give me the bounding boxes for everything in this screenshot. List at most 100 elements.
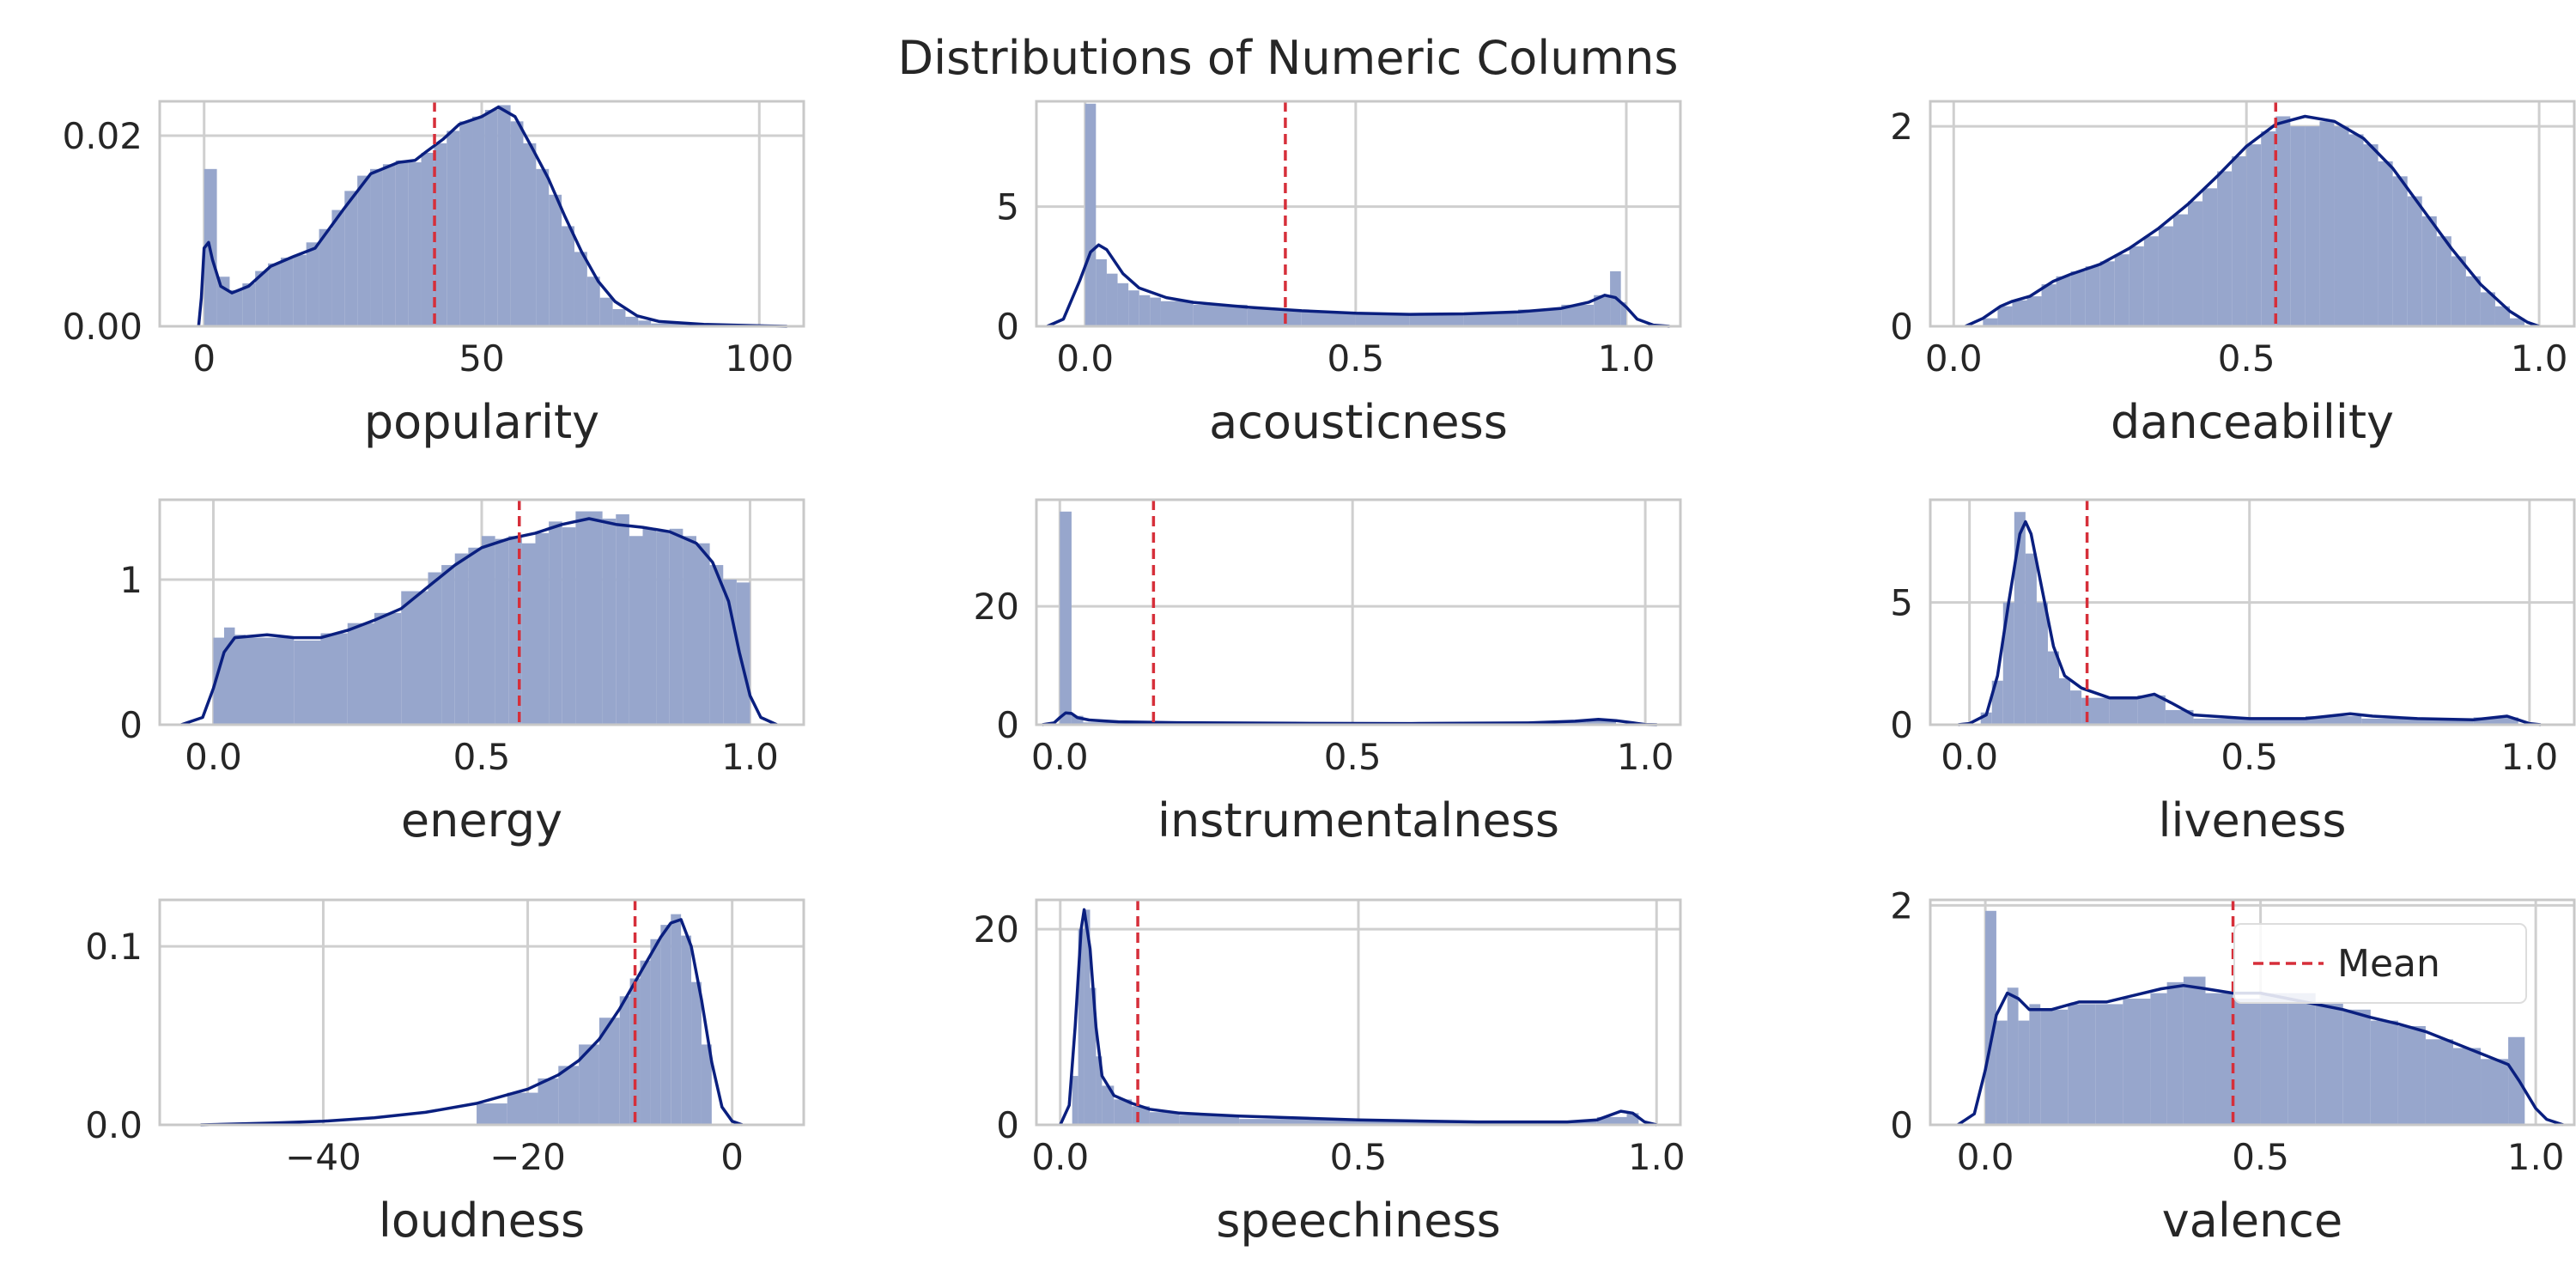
histogram-bar — [521, 543, 536, 725]
panel-acousticness: 0.0 0.5 1.0 0 5 acousticness — [996, 100, 1682, 449]
histogram-bar — [1463, 313, 1518, 326]
histogram-bar — [401, 591, 428, 725]
histogram-bar — [1358, 1121, 1538, 1125]
histogram-bar — [523, 143, 537, 326]
histogram-bar — [2143, 236, 2159, 326]
histogram-bar — [2370, 1020, 2398, 1125]
kde-line — [1965, 114, 2540, 328]
histogram-bar — [468, 547, 482, 725]
x-tick-label: 1.0 — [2507, 1136, 2565, 1178]
histogram-bar — [1409, 314, 1464, 326]
y-tick-label: 20 — [974, 586, 1019, 628]
x-tick-label: −40 — [285, 1136, 361, 1178]
histogram-bar — [1084, 103, 1097, 326]
histogram-bar — [2436, 236, 2451, 326]
histogram-bar — [2099, 261, 2115, 326]
histogram-bar — [1239, 1119, 1358, 1125]
panel-liveness: 0.0 0.5 1.0 0 5 liveness — [1890, 498, 2576, 848]
histogram-bar — [472, 116, 485, 326]
histogram-bar — [2012, 300, 2027, 326]
kde-line — [1957, 983, 2564, 1127]
histogram-bar — [497, 105, 511, 327]
x-tick-label: 0.5 — [453, 736, 511, 778]
histogram-bar — [224, 627, 235, 725]
histogram-bar — [709, 565, 724, 725]
histogram-bar — [535, 532, 550, 725]
histogram-bar — [2261, 131, 2276, 326]
histogram-bar — [408, 162, 422, 326]
histogram-bar — [691, 981, 702, 1125]
histogram-bar — [1996, 1020, 2008, 1125]
histogram-bar — [723, 579, 737, 725]
y-tick-label: 0.00 — [62, 306, 143, 348]
histogram-bar — [598, 1018, 620, 1125]
histogram-bar — [2233, 999, 2261, 1125]
histogram-bar — [656, 532, 670, 725]
figure-title: Distributions of Numeric Columns — [898, 31, 1679, 85]
histogram-bar — [2452, 1048, 2482, 1125]
histogram-bar — [2315, 1001, 2343, 1125]
histogram-bar — [2305, 126, 2320, 326]
histogram-bar — [2451, 256, 2466, 326]
histogram-bar — [2166, 981, 2184, 1125]
y-tick-label: 0 — [1890, 306, 1913, 348]
histogram-bar — [2018, 1020, 2030, 1125]
x-axis-label: energy — [401, 793, 562, 848]
histogram-bar — [1150, 297, 1161, 326]
histogram-bar — [1128, 290, 1139, 326]
axes-frame — [1035, 498, 1682, 726]
histogram-bar — [382, 164, 396, 326]
histogram-bar — [1072, 1076, 1078, 1125]
histogram-bar — [1106, 273, 1118, 326]
histogram-bar — [2246, 144, 2262, 326]
histogram-bar — [1594, 295, 1611, 326]
histogram-bar — [1586, 720, 1616, 725]
y-tick-label: 0 — [1890, 704, 1913, 746]
histogram-bar — [294, 640, 321, 725]
kde-line — [1958, 519, 2542, 726]
histogram-bar — [428, 572, 442, 725]
histogram-bar — [2114, 254, 2129, 326]
histogram-bar — [681, 935, 692, 1125]
x-tick-label: 50 — [459, 337, 504, 380]
y-tick-label: 0.1 — [85, 926, 143, 968]
histogram-bar — [2378, 161, 2393, 326]
x-tick-label: 0.5 — [2221, 736, 2278, 778]
x-tick-label: 0.5 — [1330, 1136, 1388, 1178]
histogram-bar — [549, 521, 562, 725]
histogram-bar — [2305, 716, 2362, 725]
histogram-bar — [625, 316, 639, 326]
histogram-bar — [2059, 677, 2071, 725]
histogram-bar — [669, 528, 683, 725]
x-tick-label: 1.0 — [2500, 736, 2558, 778]
histogram-bar — [2193, 718, 2306, 725]
histogram-bar — [586, 276, 600, 326]
x-tick-label: 1.0 — [721, 736, 779, 778]
x-axis-label: acousticness — [1209, 395, 1508, 449]
histogram-bar — [1517, 309, 1562, 326]
histogram-bar — [1078, 929, 1084, 1125]
histogram-bar — [1991, 680, 2003, 725]
histogram-bar — [579, 1044, 599, 1125]
histogram-bar — [374, 612, 402, 725]
legend: Mean — [2233, 923, 2527, 1004]
histogram-bar — [255, 270, 269, 326]
axes-frame — [1035, 898, 1682, 1127]
y-tick-label: 0.02 — [62, 115, 143, 157]
histogram-bar — [2095, 1004, 2123, 1125]
y-tick-label: 0 — [119, 704, 143, 746]
x-tick-label: 0 — [720, 1136, 744, 1178]
legend-mean-label: Mean — [2337, 942, 2440, 986]
histogram-bar — [357, 175, 371, 326]
histogram-bar — [2007, 987, 2019, 1125]
histogram-bar — [602, 518, 617, 725]
histogram-bar — [510, 121, 524, 326]
histogram-bar — [246, 637, 267, 725]
x-tick-label: 0 — [192, 337, 216, 380]
histogram-bar — [2070, 690, 2082, 725]
legend-box — [2233, 923, 2527, 1004]
histogram-bar — [1071, 715, 1084, 725]
histogram-bar — [2068, 1004, 2096, 1125]
histogram-bar — [2465, 276, 2481, 326]
